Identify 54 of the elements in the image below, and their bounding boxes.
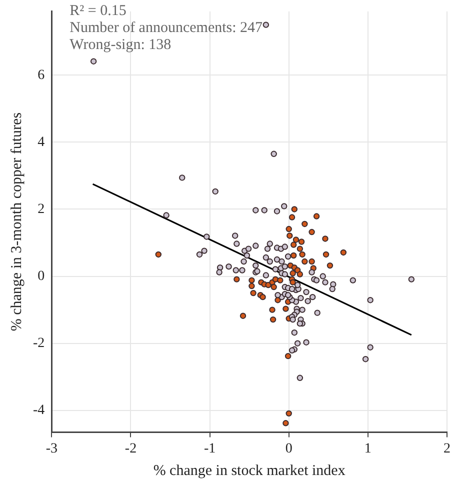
point [308, 228, 315, 236]
x-tick-label: -2 [124, 441, 137, 456]
x-tick-label: -1 [204, 441, 216, 456]
point [250, 290, 256, 296]
point [291, 206, 298, 212]
point [298, 238, 305, 245]
annotation: Wrong-sign: 138 [70, 36, 172, 53]
point [290, 242, 297, 248]
point [290, 279, 296, 286]
y-tick-label: 0 [38, 268, 45, 284]
point [296, 271, 304, 278]
point [234, 276, 240, 282]
point [282, 306, 289, 312]
point [260, 294, 266, 300]
annotation: Number of announcements: 247 [70, 20, 264, 36]
point [286, 232, 293, 239]
point [302, 258, 308, 265]
point [308, 258, 315, 265]
point [290, 252, 297, 259]
point [269, 306, 276, 313]
point [286, 410, 292, 417]
point [270, 284, 277, 290]
point [286, 226, 292, 232]
point [270, 316, 276, 323]
annotation: R² = 0.15 [70, 2, 126, 19]
x-tick-label: 0 [285, 441, 292, 456]
point [292, 236, 300, 243]
point [313, 213, 320, 220]
point [288, 214, 296, 220]
x-tick-label: 2 [444, 441, 450, 456]
x-tick-label: -3 [46, 441, 58, 456]
point [299, 251, 306, 258]
point [240, 312, 246, 319]
y-tick-label: -2 [32, 336, 45, 352]
point [340, 249, 347, 256]
point [248, 277, 255, 284]
y-tick-label: 2 [38, 202, 45, 217]
y-tick-label: 6 [38, 68, 45, 83]
x-tick-label: 1 [364, 441, 372, 456]
point [282, 420, 289, 426]
point [290, 270, 296, 276]
y-tick-label: 4 [38, 134, 45, 150]
point [302, 220, 308, 228]
point [277, 277, 284, 284]
point [248, 282, 255, 290]
point [296, 246, 304, 252]
y-tick-label: -4 [32, 403, 45, 418]
point [322, 236, 328, 242]
point [322, 251, 330, 258]
point [155, 251, 162, 258]
y-axis-title: % change in 3-month copper futures [8, 112, 25, 332]
point [284, 352, 292, 360]
point [326, 262, 334, 269]
x-axis-title: % change in stock market index [153, 462, 346, 479]
